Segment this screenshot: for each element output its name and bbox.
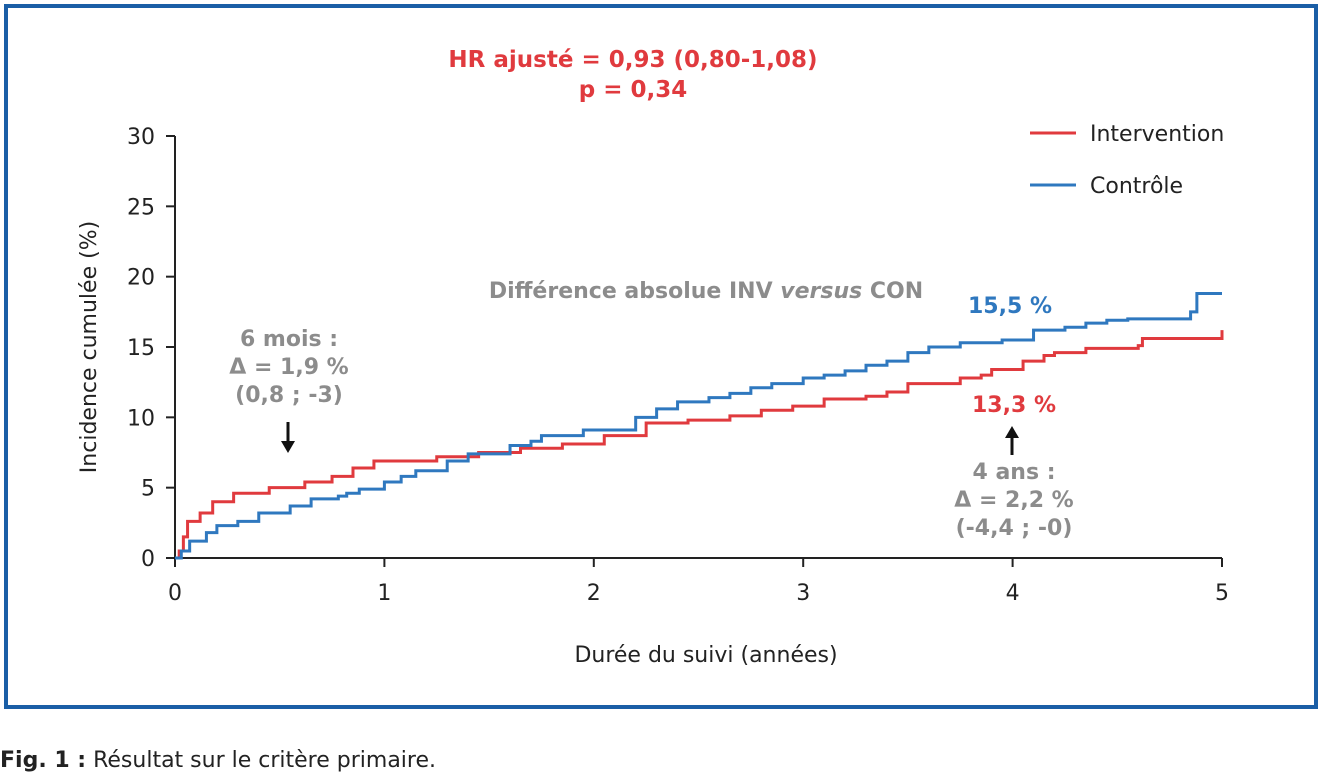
end-label-controle: 15,5 % (968, 294, 1052, 319)
y-tick-label: 20 (127, 266, 155, 291)
annotation-4-ans-line2: Δ = 2,2 % (954, 488, 1073, 513)
caption-text: Résultat sur le critère primaire. (86, 748, 437, 773)
annotation-4-ans: 4 ans : Δ = 2,2 % (-4,4 ; -0) (954, 426, 1074, 541)
y-tick-label: 30 (127, 125, 155, 150)
difference-title-prefix: Différence absolue INV (489, 279, 780, 304)
legend-label-controle: Contrôle (1090, 174, 1183, 199)
caption-label: Fig. 1 : (0, 748, 87, 773)
y-tick-label: 25 (127, 195, 155, 220)
series-controle-line (175, 292, 1222, 560)
hr-adjusted-text: HR ajusté = 0,93 (0,80-1,08) (448, 47, 817, 73)
x-tick-label: 2 (587, 581, 601, 606)
annotation-6-mois: 6 mois : Δ = 1,9 % (0,8 ; -3) (229, 327, 349, 453)
x-tick-label: 4 (1006, 581, 1020, 606)
up-arrow-icon (1005, 426, 1019, 455)
annotation-6-mois-line3: (0,8 ; -3) (235, 383, 343, 408)
annotation-6-mois-line2: Δ = 1,9 % (229, 355, 348, 380)
series-intervention-line (175, 330, 1224, 560)
figure-frame (4, 4, 1318, 709)
y-tick-label: 5 (141, 477, 155, 502)
difference-title: Différence absolue INV versus CON (489, 279, 923, 304)
series-group (175, 292, 1224, 560)
y-tick-label: 15 (127, 336, 155, 361)
legend: Intervention Contrôle (1030, 122, 1224, 199)
annotation-4-ans-line3: (-4,4 ; -0) (956, 516, 1073, 541)
y-tick-label: 0 (141, 547, 155, 572)
figure-caption: Fig. 1 : Résultat sur le critère primair… (0, 748, 436, 773)
y-axis-label: Incidence cumulée (%) (77, 221, 102, 473)
difference-title-italic: versus (780, 279, 862, 304)
annotation-4-ans-line1: 4 ans : (972, 460, 1055, 485)
x-tick-label: 3 (796, 581, 810, 606)
down-arrow-icon (281, 422, 295, 453)
x-tick-label: 0 (168, 581, 182, 606)
difference-title-suffix: CON (862, 279, 923, 304)
end-label-intervention: 13,3 % (972, 393, 1056, 418)
x-axis-label: Durée du suivi (années) (574, 643, 837, 668)
y-tick-label: 10 (127, 406, 155, 431)
x-tick-label: 1 (377, 581, 391, 606)
x-tick-label: 5 (1215, 581, 1229, 606)
annotation-6-mois-line1: 6 mois : (240, 327, 338, 352)
axis-ticks: 0 5 10 15 20 25 30 0 1 2 3 4 5 (127, 125, 1229, 606)
km-chart: HR ajusté = 0,93 (0,80-1,08) p = 0,34 0 5… (77, 47, 1229, 668)
legend-label-intervention: Intervention (1090, 122, 1224, 147)
p-value-text: p = 0,34 (579, 77, 688, 103)
